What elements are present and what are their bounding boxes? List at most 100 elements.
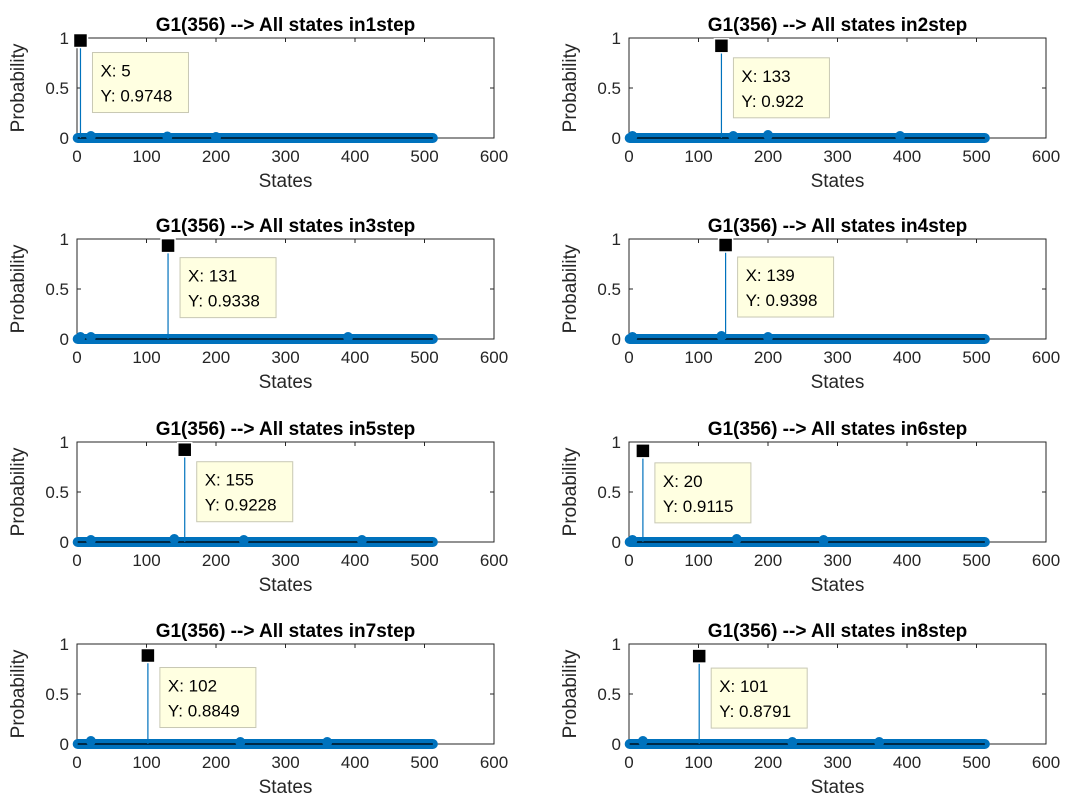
datatip-marker[interactable]	[176, 441, 193, 458]
chart-title: G1(356) --> All states in7step	[156, 621, 416, 642]
x-tick-label: 600	[1032, 348, 1060, 367]
x-tick-label: 0	[72, 147, 81, 166]
stem-marker	[627, 332, 638, 342]
datatip[interactable]: X: 133 Y: 0.922	[732, 57, 830, 119]
chart-title: G1(356) --> All states in8step	[708, 621, 968, 642]
x-tick-label: 600	[1032, 551, 1060, 570]
subplot-1: G1(356) --> All states in1step 0 100 200 300…	[0, 0, 533, 201]
x-tick-label: 0	[72, 348, 81, 367]
y-tick-label: 0	[612, 533, 621, 552]
stem-marker	[169, 534, 180, 544]
stem-marker	[787, 737, 798, 747]
stem-marker	[763, 130, 773, 140]
datatip-marker[interactable]	[635, 443, 651, 459]
y-tick-label: 1	[612, 230, 621, 249]
x-tick-label: 600	[1032, 147, 1060, 166]
x-tick-label: 0	[624, 348, 633, 367]
x-axis-label: States	[259, 171, 313, 192]
stem-marker	[716, 331, 727, 341]
axes-box	[628, 238, 1047, 340]
stem-marker	[85, 736, 96, 746]
stem-marker	[627, 131, 638, 141]
x-axis-label: States	[259, 777, 313, 798]
y-tick-label: 1	[612, 433, 621, 452]
datatip-x: X: 5	[100, 62, 130, 81]
x-axis-label: States	[259, 372, 313, 393]
y-tick-label: 0	[60, 735, 69, 754]
x-tick-label: 600	[480, 348, 508, 367]
x-tick-label: 100	[684, 147, 712, 166]
stem-marker	[763, 332, 773, 342]
x-tick-label: 400	[893, 147, 921, 166]
x-tick-label: 0	[624, 147, 633, 166]
stem-marker	[895, 131, 906, 141]
x-tick-label: 200	[754, 147, 782, 166]
datatip-marker[interactable]	[713, 38, 730, 54]
stem-marker	[731, 534, 742, 544]
datatip-marker[interactable]	[691, 648, 707, 664]
x-tick-label: 300	[271, 753, 299, 772]
datatip-y: Y: 0.8791	[719, 702, 791, 721]
y-tick-label: 1	[60, 635, 69, 654]
stem-marker	[211, 132, 221, 142]
x-axis-label: States	[259, 575, 313, 596]
subplot-3: G1(356) --> All states in3step 0 100 200 300…	[0, 201, 533, 402]
x-tick-label: 100	[132, 147, 160, 166]
y-tick-label: 0.5	[597, 280, 621, 299]
y-tick-label: 0.5	[597, 79, 621, 98]
datatip-marker[interactable]	[72, 32, 89, 49]
chart-title: G1(356) --> All states in4step	[708, 216, 968, 237]
x-tick-label: 400	[893, 753, 921, 772]
y-axis-label: Probability	[560, 649, 581, 738]
x-tick-label: 100	[684, 753, 712, 772]
subplot-svg: G1(356) --> All states in2step 0 100 200 300…	[560, 15, 1060, 192]
x-tick-label: 300	[823, 348, 851, 367]
datatip[interactable]: X: 5 Y: 0.9748	[91, 52, 189, 114]
stem-series	[72, 444, 438, 547]
datatip-y: Y: 0.9228	[205, 496, 277, 515]
datatip[interactable]: X: 102 Y: 0.8849	[159, 667, 257, 729]
subplot-svg: G1(356) --> All states in1step 0 100 200 300…	[8, 15, 508, 192]
datatip[interactable]: X: 139 Y: 0.9398	[737, 256, 835, 318]
datatip-x: X: 102	[168, 677, 217, 696]
stem-marker	[874, 737, 885, 747]
x-tick-label: 400	[341, 147, 369, 166]
datatip[interactable]: X: 131 Y: 0.9338	[179, 257, 277, 319]
stem-marker	[85, 332, 96, 342]
datatip[interactable]: X: 155 Y: 0.9228	[196, 461, 294, 523]
datatip-x: X: 131	[188, 267, 237, 286]
stem-marker	[728, 131, 739, 141]
stem-series	[72, 35, 438, 143]
subplot-6: G1(356) --> All states in6step 0 100 200 300…	[552, 404, 1067, 605]
x-tick-label: 0	[624, 551, 633, 570]
x-tick-label: 500	[410, 551, 438, 570]
stem-marker	[85, 535, 96, 545]
datatip[interactable]: X: 101 Y: 0.8791	[710, 667, 808, 729]
chart-title: G1(356) --> All states in1step	[156, 15, 416, 36]
datatip-y: Y: 0.9748	[100, 87, 172, 106]
stem-marker	[356, 535, 367, 545]
subplot-7: G1(356) --> All states in7step 0 100 200 300…	[0, 606, 533, 807]
stem-series	[72, 240, 438, 344]
stem-marker	[238, 535, 249, 545]
x-tick-label: 400	[893, 551, 921, 570]
x-tick-label: 0	[72, 753, 81, 772]
stem-marker	[627, 535, 638, 545]
x-tick-label: 100	[684, 348, 712, 367]
x-tick-label: 500	[410, 147, 438, 166]
y-tick-label: 0.5	[45, 685, 69, 704]
datatip-marker[interactable]	[140, 647, 156, 664]
y-tick-label: 0	[612, 129, 621, 148]
datatip[interactable]: X: 20 Y: 0.9115	[654, 462, 752, 524]
y-tick-label: 1	[60, 29, 69, 48]
x-tick-label: 100	[132, 348, 160, 367]
y-tick-label: 1	[612, 635, 621, 654]
datatip-marker[interactable]	[160, 237, 176, 254]
datatip-box	[196, 461, 294, 523]
subplot-svg: G1(356) --> All states in6step 0 100 200 300…	[560, 419, 1060, 596]
x-axis-label: States	[811, 777, 865, 798]
datatip-marker[interactable]	[717, 237, 734, 253]
datatip-box	[737, 256, 835, 318]
subplot-svg: G1(356) --> All states in3step 0 100 200 300…	[8, 216, 508, 393]
